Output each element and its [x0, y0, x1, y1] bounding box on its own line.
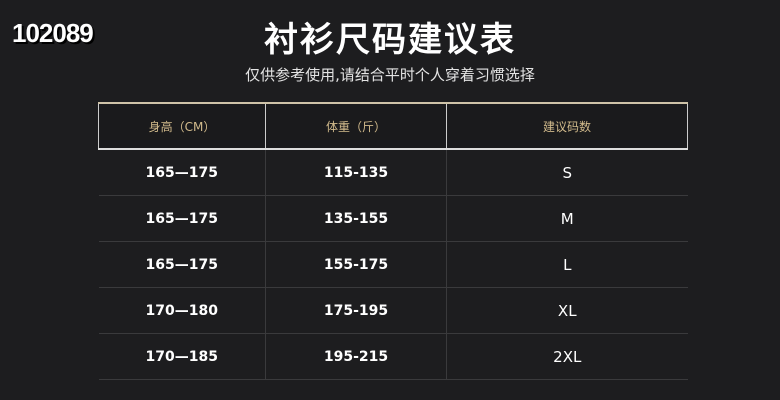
header-height: 身高（CM）: [98, 102, 266, 150]
header-size: 建议码数: [446, 102, 688, 150]
height-cell: 170—185: [98, 333, 266, 380]
size-cell: M: [446, 195, 688, 242]
weight-cell: 155-175: [265, 241, 447, 288]
weight-cell: 175-195: [265, 287, 447, 334]
table-header-row: 身高（CM） 体重（斤） 建议码数: [98, 102, 688, 150]
height-cell: 165—175: [98, 241, 266, 288]
size-cell: 2XL: [446, 333, 688, 380]
height-cell: 170—180: [98, 287, 266, 334]
page-subtitle: 仅供参考使用,请结合平时个人穿着习惯选择: [245, 66, 535, 84]
overlay-number: 102089: [12, 18, 94, 48]
size-cell: XL: [446, 287, 688, 334]
size-table: 身高（CM） 体重（斤） 建议码数 165—175 115-135 S 165—…: [98, 102, 688, 380]
table-row: 170—185 195-215 2XL: [98, 333, 688, 380]
table-row: 170—180 175-195 XL: [98, 287, 688, 334]
table-row: 165—175 155-175 L: [98, 241, 688, 288]
table-row: 165—175 135-155 M: [98, 195, 688, 242]
weight-cell: 115-135: [265, 149, 447, 196]
weight-cell: 135-155: [265, 195, 447, 242]
page-title: 衬衫尺码建议表: [264, 20, 516, 60]
header-weight: 体重（斤）: [265, 102, 447, 150]
height-cell: 165—175: [98, 149, 266, 196]
height-cell: 165—175: [98, 195, 266, 242]
size-cell: S: [446, 149, 688, 196]
size-cell: L: [446, 241, 688, 288]
table-row: 165—175 115-135 S: [98, 149, 688, 196]
weight-cell: 195-215: [265, 333, 447, 380]
